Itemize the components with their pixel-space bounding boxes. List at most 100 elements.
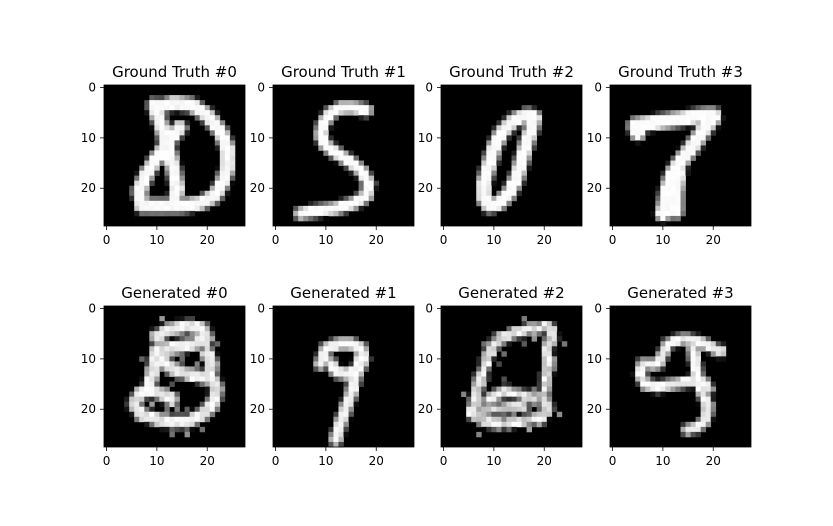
pixel: [184, 366, 190, 372]
pixel: [164, 366, 170, 372]
pixel: [209, 115, 216, 121]
pixel: [174, 210, 180, 217]
pixel: [144, 200, 150, 207]
pixel: [149, 205, 155, 212]
pixel: [204, 110, 211, 116]
pixel: [159, 200, 165, 207]
pixel: [358, 341, 364, 347]
pixel: [328, 436, 334, 443]
pixel: [179, 421, 185, 428]
pixel: [650, 110, 656, 116]
pixel: [343, 200, 349, 207]
pixel: [670, 190, 676, 197]
pixel: [526, 321, 532, 327]
pixel: [214, 135, 221, 141]
pixel: [338, 336, 344, 342]
pixel: [695, 110, 701, 116]
pixel: [184, 105, 190, 111]
pixel: [506, 170, 512, 176]
pixel: [665, 200, 671, 207]
axes-frame: [272, 84, 415, 227]
pixel: [491, 200, 497, 207]
pixel: [154, 386, 160, 392]
pixel: [660, 220, 666, 227]
pixel: [159, 150, 165, 156]
pixel: [640, 125, 646, 131]
pixel: [670, 205, 676, 212]
pixel: [328, 346, 334, 352]
pixel: [531, 130, 538, 136]
pixel: [338, 406, 344, 413]
pixel: [308, 210, 314, 217]
pixel: [149, 381, 155, 387]
pixel: [209, 411, 216, 418]
pixel: [511, 150, 517, 156]
pixel: [149, 371, 155, 377]
pixel: [481, 411, 487, 418]
pixel: [194, 105, 201, 111]
pixel: [224, 135, 231, 141]
pixel: [164, 331, 170, 337]
x-tick-label: 20: [369, 233, 384, 247]
pixel: [650, 356, 656, 362]
pixel: [129, 391, 135, 397]
pixel: [219, 386, 226, 392]
pixel: [700, 371, 707, 377]
pixel: [164, 135, 170, 141]
pixel: [516, 155, 522, 161]
pixel: [159, 421, 165, 428]
pixel: [695, 150, 701, 156]
pixel: [343, 110, 349, 116]
pixel: [521, 145, 527, 151]
pixel: [700, 336, 707, 342]
pixel: [665, 115, 671, 121]
pixel: [174, 165, 180, 171]
pixel: [670, 381, 676, 387]
pixel: [174, 190, 180, 197]
pixel: [695, 421, 701, 428]
pixel: [680, 426, 686, 433]
pixel: [476, 391, 482, 397]
pixel: [353, 391, 359, 397]
pixel: [179, 185, 185, 192]
pixel: [174, 371, 180, 377]
pixel: [164, 165, 170, 171]
pixel: [685, 426, 691, 433]
pixel: [541, 356, 548, 362]
pixel: [338, 195, 344, 202]
pixel: [486, 376, 492, 382]
pixel: [144, 175, 150, 182]
pixel: [174, 120, 180, 126]
pixel: [695, 396, 701, 403]
pixel: [169, 336, 175, 342]
pixel: [665, 170, 671, 176]
pixel: [179, 376, 185, 382]
pixel: [144, 210, 150, 217]
pixel: [343, 195, 349, 202]
pixel: [149, 105, 155, 111]
pixel: [129, 406, 135, 413]
pixel: [323, 150, 329, 156]
pixel: [358, 160, 364, 166]
pixel: [333, 210, 339, 217]
pixel: [486, 416, 492, 423]
pixel: [328, 125, 334, 131]
pixel: [486, 180, 492, 187]
pixel: [690, 140, 696, 146]
pixel: [690, 376, 696, 382]
pixel: [521, 341, 527, 347]
pixel: [660, 175, 666, 182]
pixel: [293, 210, 299, 217]
pixel: [164, 210, 170, 217]
pixel: [501, 130, 507, 136]
pixel: [685, 346, 691, 352]
pixel: [700, 346, 707, 352]
pixel: [715, 110, 722, 116]
pixel: [333, 431, 339, 438]
pixel: [219, 165, 226, 171]
pixel: [144, 386, 150, 392]
y-tick-label: 0: [594, 302, 602, 316]
pixel: [149, 100, 155, 106]
pixel: [526, 401, 532, 408]
